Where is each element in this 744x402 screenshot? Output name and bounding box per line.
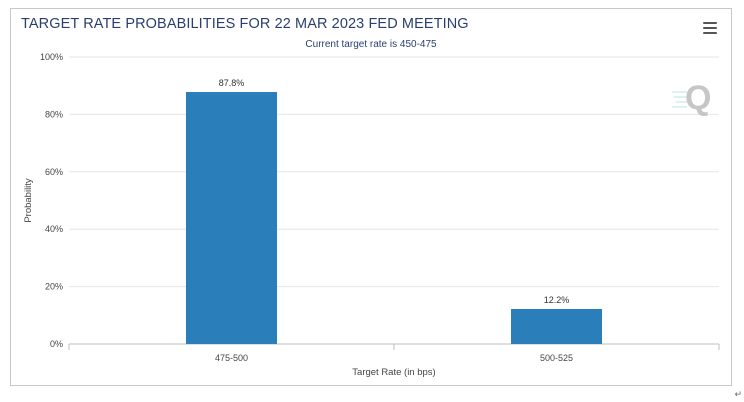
y-tick-label: 20% [45, 282, 63, 292]
data-label: 12.2% [544, 295, 570, 305]
menu-icon[interactable] [703, 22, 717, 34]
y-tick-label: 40% [45, 224, 63, 234]
y-axis-title: Probability [23, 178, 34, 223]
x-tick-label: 500-525 [540, 353, 573, 363]
bars [186, 92, 602, 344]
data-label: 87.8% [219, 78, 245, 88]
y-tick-label: 0% [50, 339, 63, 349]
y-tick-label: 60% [45, 167, 63, 177]
gridlines [68, 56, 720, 350]
corner-mark: ↵ [734, 389, 742, 399]
x-axis-title: Target Rate (in bps) [352, 367, 435, 378]
chart-frame: TARGET RATE PROBABILITIES FOR 22 MAR 202… [10, 8, 732, 386]
y-tick-label: 80% [45, 109, 63, 119]
bar-chart: 0% 20% 40% 60% 80% 100% 87.8% 12.2% 475-500 500… [23, 52, 720, 378]
y-tick-labels: 0% 20% 40% 60% 80% 100% [40, 52, 63, 349]
chart-title: TARGET RATE PROBABILITIES FOR 22 MAR 202… [21, 16, 469, 32]
logo-letter: Q [685, 79, 711, 117]
q-logo-watermark: Q [672, 79, 711, 117]
chart-subtitle: Current target rate is 450-475 [305, 39, 437, 50]
bar[interactable] [186, 92, 277, 344]
bar[interactable] [511, 308, 602, 344]
y-tick-label: 100% [40, 52, 63, 62]
x-tick-labels: 475-500 500-525 [215, 353, 573, 363]
value-labels: 87.8% 12.2% [219, 78, 570, 305]
x-tick-label: 475-500 [215, 353, 248, 363]
